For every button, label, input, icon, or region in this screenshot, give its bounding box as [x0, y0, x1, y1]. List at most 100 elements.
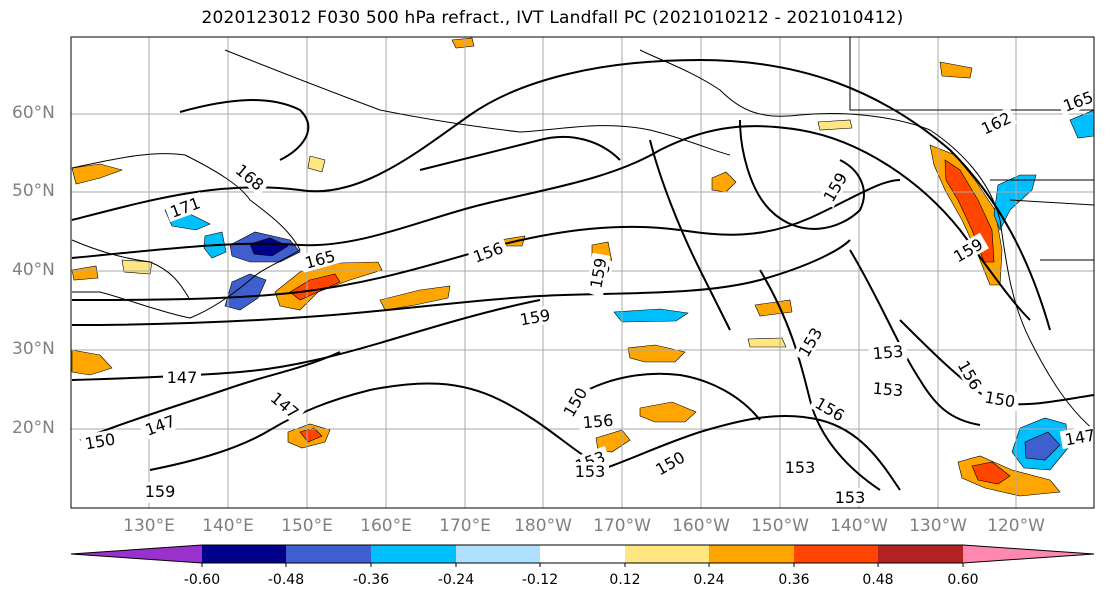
- colorbar-tick-label: -0.60: [183, 572, 221, 588]
- contour-line: [71, 179, 901, 301]
- contour-line: [649, 139, 731, 331]
- contour-label-bg: [139, 410, 181, 440]
- ivt-anomaly-patch: [451, 37, 475, 49]
- lat-label: 50°N: [12, 181, 55, 201]
- lat-label: 60°N: [12, 103, 55, 123]
- coastline: [224, 49, 731, 156]
- contour-label-bg: [163, 368, 201, 386]
- ivt-anomaly-patch: [71, 163, 123, 185]
- colorbar: [70, 544, 1095, 567]
- lat-label: 20°N: [12, 418, 55, 438]
- contour-label-bg: [578, 410, 618, 432]
- lon-label: 140°E: [202, 516, 254, 536]
- contour-line: [569, 372, 761, 421]
- contour-label-bg: [868, 378, 908, 400]
- ivt-anomaly-patch: [971, 461, 1011, 485]
- colorbar-segment: [456, 545, 540, 563]
- lon-label: 180°W: [514, 516, 572, 536]
- contour-label-bg: [1057, 86, 1094, 116]
- contour-label-bg: [792, 321, 828, 363]
- contour-label-bg: [1059, 424, 1094, 450]
- ivt-anomaly-patch: [224, 273, 267, 311]
- ivt-anomaly-patch: [71, 265, 99, 281]
- contour-label-bg: [141, 482, 179, 500]
- lon-label: 140°W: [830, 516, 888, 536]
- contour-label-bg: [781, 458, 819, 476]
- contour-label-bg: [974, 106, 1018, 140]
- colorbar-tick-label: 0.48: [862, 572, 894, 588]
- lon-label: 160°E: [360, 516, 412, 536]
- lon-label: 170°E: [439, 516, 491, 536]
- contour-label-bg: [952, 354, 988, 396]
- colorbar-segment: [878, 545, 963, 563]
- ivt-anomaly-patch: [817, 119, 853, 131]
- colorbar-tick-label: 0.36: [778, 572, 810, 588]
- lon-label: 150°E: [281, 516, 333, 536]
- colorbar-segment: [540, 545, 625, 563]
- coastline: [71, 153, 301, 319]
- ivt-anomaly-patch: [711, 171, 737, 193]
- contour-label-bg: [514, 304, 556, 330]
- lon-label: 130°E: [123, 516, 175, 536]
- lon-label: 130°W: [909, 516, 967, 536]
- colorbar-tick-label: 0.24: [693, 572, 725, 588]
- contour-line: [849, 249, 981, 426]
- coastline: [849, 37, 1094, 111]
- contour-label-bg: [571, 462, 609, 480]
- contour-label-bg: [868, 341, 908, 363]
- lon-label: 160°W: [672, 516, 730, 536]
- contour-line: [71, 58, 1051, 331]
- contour-line: [419, 136, 621, 171]
- contour-label: 153: [835, 488, 866, 507]
- colorbar-tick-label: -0.48: [267, 572, 305, 588]
- contour-label-bg: [809, 391, 851, 427]
- coastline: [990, 179, 1094, 261]
- colorbar-tick-label: 0.60: [947, 572, 979, 588]
- contour-line: [739, 119, 865, 230]
- ivt-anomaly-patch: [289, 273, 341, 301]
- ivt-anomaly-patch: [71, 349, 113, 376]
- contour-line: [71, 299, 541, 381]
- map-background: [71, 37, 1094, 508]
- contour-label-bg: [299, 245, 341, 273]
- coastline: [71, 239, 191, 301]
- map-frame: [70, 36, 1095, 509]
- contour-label: 147: [1063, 425, 1096, 449]
- contour-line: [149, 382, 591, 471]
- ivt-anomaly-patch: [627, 344, 686, 363]
- contour-label-bg: [947, 232, 989, 268]
- contour-line: [759, 269, 881, 491]
- ivt-anomaly-patch: [1024, 431, 1061, 461]
- ivt-anomaly-patch: [307, 155, 326, 173]
- colorbar-segment: [371, 545, 456, 563]
- contour-line: [599, 414, 901, 491]
- contour-line: [71, 125, 1031, 321]
- contour-label: 153: [872, 379, 904, 401]
- colorbar-segment: [202, 545, 286, 563]
- contour-label-bg: [164, 192, 206, 222]
- lon-label: 150°W: [751, 516, 809, 536]
- contour-label-bg: [649, 445, 691, 481]
- contour-label-bg: [979, 386, 1021, 412]
- contour-label-bg: [831, 488, 869, 506]
- colorbar-segment: [709, 545, 794, 563]
- contour-label-bg: [264, 385, 306, 425]
- plot-title: 2020123012 F030 500 hPa refract., IVT La…: [201, 8, 904, 28]
- ivt-anomaly-patch: [993, 174, 1037, 231]
- colorbar-tick-label: -0.36: [352, 572, 390, 588]
- colorbar-tick-label: -0.24: [437, 572, 475, 588]
- contour-line: [71, 239, 851, 326]
- colorbar-tick-label: 0.12: [609, 572, 641, 588]
- colorbar-extend-low: [71, 545, 202, 563]
- contour-label: 153: [785, 458, 816, 477]
- contour-label: 153: [872, 342, 904, 364]
- ivt-anomaly-patch: [939, 61, 973, 79]
- contour-label-bg: [557, 381, 593, 423]
- colorbar-segment: [794, 545, 878, 563]
- contour-label: 153: [575, 462, 606, 481]
- lon-label: 170°W: [593, 516, 651, 536]
- ivt-anomaly-patch: [1069, 109, 1094, 139]
- colorbar-segment: [625, 545, 709, 563]
- contour-label-bg: [229, 157, 271, 197]
